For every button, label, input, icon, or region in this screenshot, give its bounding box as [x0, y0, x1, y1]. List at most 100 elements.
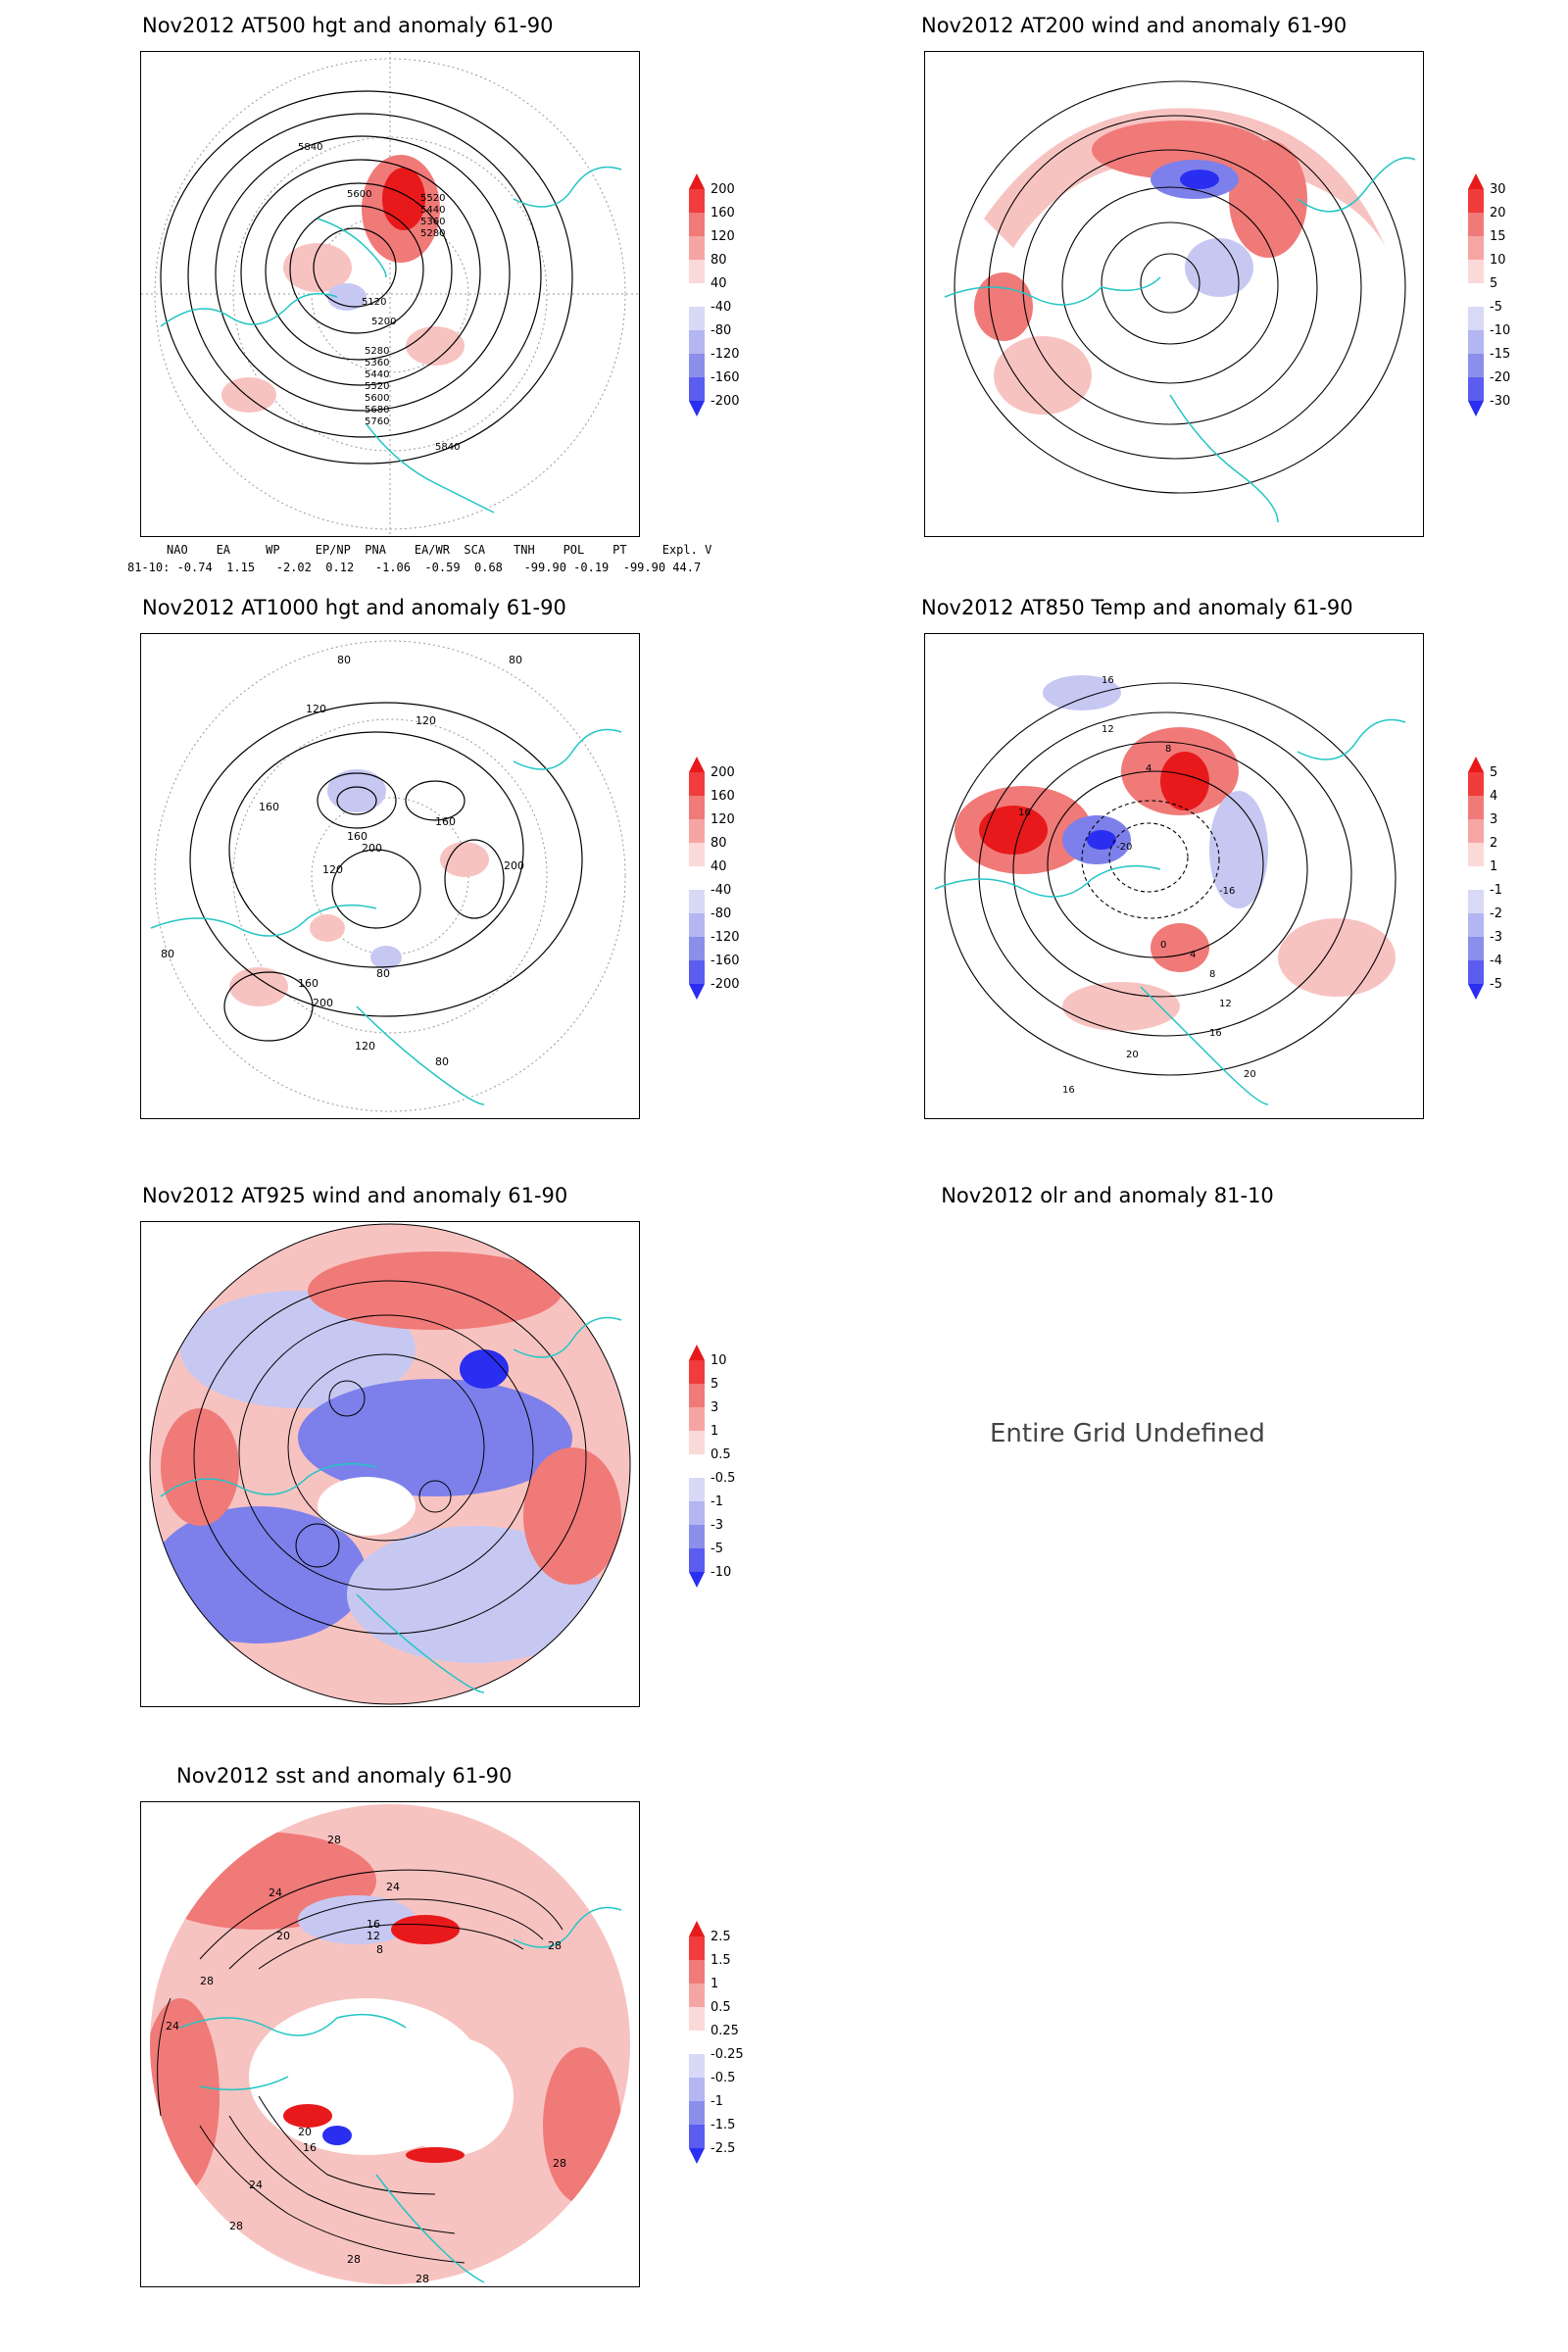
colorbar-label: 15	[1490, 229, 1506, 244]
colorbar-label: 0.25	[710, 2024, 739, 2038]
svg-text:20: 20	[1244, 1069, 1256, 1080]
panel-200-title: Nov2012 AT200 wind and anomaly 61-90	[921, 14, 1348, 37]
colorbar-bin	[689, 1478, 705, 1501]
map-sst-canvas: 28 24 24 20 16 12 8 28 24 28 20 16 24 28…	[150, 1804, 630, 2285]
colorbar-label: 0.5	[710, 1447, 731, 1462]
colorbar-bin	[1468, 960, 1484, 984]
svg-text:28: 28	[200, 1975, 214, 1987]
colorbar-label: 1	[710, 1424, 718, 1439]
colorbar-label: -200	[710, 977, 740, 992]
svg-text:16: 16	[1102, 675, 1114, 686]
colorbar-bin	[689, 1525, 705, 1548]
svg-text:5280: 5280	[365, 346, 389, 357]
colorbar-bottom-arrow	[1468, 984, 1484, 1000]
colorbar-label: 10	[710, 1353, 727, 1368]
svg-text:5520: 5520	[365, 381, 389, 392]
svg-text:200: 200	[362, 842, 382, 855]
coastlines	[160, 166, 622, 514]
colorbar-bin	[689, 2007, 705, 2031]
svg-text:-20: -20	[1116, 842, 1132, 853]
colorbar-label: 20	[1490, 206, 1506, 220]
colorbar-bin	[689, 1431, 705, 1454]
colorbar-label: -120	[710, 930, 740, 945]
colorbar-bin	[689, 283, 705, 307]
colorbar-label: 5	[1490, 276, 1497, 291]
anomaly-shading	[229, 769, 489, 1006]
colorbar-bin	[689, 1360, 705, 1384]
anomaly-shading	[150, 1224, 630, 1704]
colorbar-bin	[689, 189, 705, 213]
map-sst: 28 24 24 20 16 12 8 28 24 28 20 16 24 28…	[140, 1801, 640, 2287]
olr-undefined-message: Entire Grid Undefined	[990, 1419, 1265, 1448]
svg-text:120: 120	[416, 714, 436, 727]
svg-text:160: 160	[347, 830, 368, 843]
colorbar-bin	[689, 260, 705, 283]
panel-925-title: Nov2012 AT925 wind and anomaly 61-90	[142, 1184, 568, 1207]
colorbar-bottom-arrow	[1468, 401, 1484, 416]
svg-text:5440: 5440	[420, 205, 445, 216]
colorbar-label: 10	[1490, 253, 1506, 268]
svg-text:5520: 5520	[420, 193, 445, 204]
colorbar-label: -5	[710, 1542, 723, 1556]
svg-text:5360: 5360	[420, 217, 445, 227]
svg-text:80: 80	[161, 948, 174, 960]
colorbar-bin	[689, 1384, 705, 1407]
colorbar-label: 200	[710, 765, 735, 780]
panel-1000-title: Nov2012 AT1000 hgt and anomaly 61-90	[142, 596, 566, 619]
colorbar-bin	[689, 307, 705, 330]
colorbar-bin	[689, 2054, 705, 2078]
colorbar-bin	[1468, 189, 1484, 213]
svg-text:28: 28	[347, 2253, 361, 2266]
colorbar-bin	[1468, 866, 1484, 890]
svg-text:24: 24	[386, 1881, 400, 1893]
colorbar-label: -1	[1490, 883, 1502, 898]
svg-text:5280: 5280	[420, 228, 445, 239]
colorbar-label: -2	[1490, 906, 1502, 921]
indices-header: NAO EA WP EP/NP PNA EA/WR SCA TNH POL PT…	[167, 543, 712, 557]
coastlines	[150, 728, 622, 1105]
colorbar-bottom-arrow	[689, 2148, 705, 2164]
panel-olr-title: Nov2012 olr and anomaly 81-10	[941, 1184, 1274, 1207]
colorbar-label: -2.5	[710, 2141, 735, 2156]
colorbar-label: -3	[1490, 930, 1502, 945]
contour-labels: 5840 5600 5520 5440 5360 5280 5120 5200 …	[298, 142, 460, 453]
colorbar-label: -80	[710, 906, 731, 921]
panel-850-title: Nov2012 AT850 Temp and anomaly 61-90	[921, 596, 1353, 619]
colorbar-bin	[1468, 213, 1484, 236]
streamlines	[149, 1223, 631, 1705]
svg-text:5600: 5600	[347, 189, 371, 200]
colorbar-label: 160	[710, 789, 735, 804]
colorbar-top-arrow	[689, 173, 705, 189]
colorbar-label: 120	[710, 229, 735, 244]
svg-text:5120: 5120	[362, 297, 386, 308]
colorbar-top-arrow	[689, 1921, 705, 1936]
colorbar-label: 1	[710, 1977, 718, 1991]
colorbar-bin	[689, 772, 705, 796]
colorbar-label: 80	[710, 253, 727, 268]
svg-text:16: 16	[1062, 1085, 1075, 1096]
svg-text:-16: -16	[1219, 886, 1235, 897]
colorbar-top-arrow	[689, 1345, 705, 1360]
svg-text:4: 4	[1146, 763, 1152, 774]
colorbar-bin	[689, 330, 705, 354]
colorbar-label: 200	[710, 182, 735, 197]
svg-text:20: 20	[298, 2126, 312, 2138]
svg-text:80: 80	[509, 654, 522, 666]
colorbar-label: 40	[710, 859, 727, 874]
colorbar-bin	[689, 1501, 705, 1525]
colorbar-top-arrow	[1468, 757, 1484, 772]
svg-text:160: 160	[435, 815, 456, 828]
svg-text:20: 20	[1126, 1050, 1139, 1060]
anomaly-shading	[150, 1804, 630, 2284]
colorbar-bottom-arrow	[689, 1572, 705, 1588]
colorbar-label: -4	[1490, 954, 1502, 968]
colorbar-bin	[1468, 843, 1484, 866]
colorbar-bin	[689, 796, 705, 819]
colorbar-bin	[1468, 236, 1484, 260]
colorbar-label: -40	[710, 300, 731, 315]
colorbar-bin	[689, 960, 705, 984]
colorbar-bottom-arrow	[689, 401, 705, 416]
colorbar-bin	[689, 1936, 705, 1960]
colorbar-svg: 200 160 120 80 40 -40 -80 -120 -160 -200	[689, 757, 740, 1000]
colorbar-bin	[1468, 307, 1484, 330]
